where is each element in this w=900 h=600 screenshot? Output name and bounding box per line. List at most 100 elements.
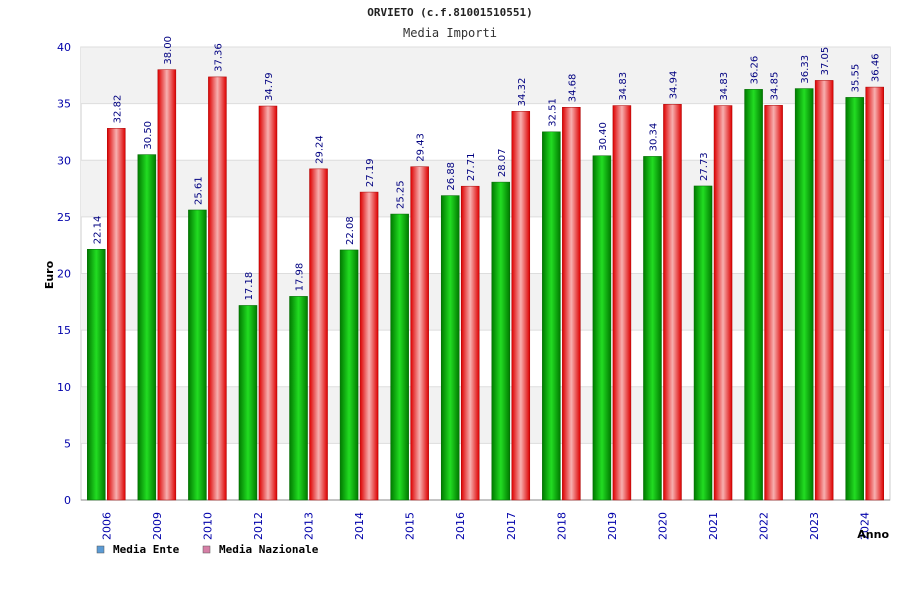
data-label: 36.26 bbox=[750, 56, 761, 85]
x-tick-label: 2012 bbox=[252, 512, 265, 540]
bar-media-nazionale bbox=[410, 166, 429, 501]
bar-media-ente bbox=[845, 97, 864, 501]
bar-media-ente bbox=[693, 185, 713, 501]
data-label: 27.73 bbox=[699, 152, 710, 181]
x-tick-label: 2023 bbox=[808, 512, 821, 540]
bar-media-nazionale bbox=[865, 86, 884, 501]
bar-media-nazionale bbox=[663, 104, 682, 501]
chart-title: ORVIETO (c.f.81001510551) bbox=[367, 6, 533, 19]
x-axis-label: Anno bbox=[857, 528, 889, 541]
data-label: 37.05 bbox=[820, 47, 831, 76]
y-tick-label: 15 bbox=[57, 324, 71, 337]
bar-media-nazionale bbox=[309, 168, 328, 501]
bar-media-ente bbox=[794, 88, 814, 501]
x-tick-label: 2016 bbox=[454, 512, 467, 540]
x-tick-label: 2015 bbox=[404, 512, 417, 540]
bar-media-nazionale bbox=[612, 105, 632, 501]
data-label: 28.07 bbox=[497, 148, 508, 177]
data-label: 17.18 bbox=[244, 272, 255, 301]
y-tick-label: 25 bbox=[57, 211, 71, 224]
x-tick-label: 2021 bbox=[707, 512, 720, 540]
data-label: 22.08 bbox=[345, 216, 356, 245]
y-axis: 0 5 10 15 20 25 30 35 40 bbox=[57, 41, 71, 507]
bar-media-nazionale bbox=[562, 106, 581, 501]
data-label: 29.24 bbox=[315, 135, 326, 164]
bar-media-ente bbox=[390, 213, 409, 501]
data-label: 29.43 bbox=[416, 133, 427, 162]
data-label: 30.50 bbox=[143, 121, 154, 150]
data-label: 32.82 bbox=[112, 95, 123, 124]
y-tick-label: 30 bbox=[57, 154, 71, 167]
x-tick-label: 2020 bbox=[656, 512, 669, 540]
chart-subtitle: Media Importi bbox=[403, 26, 497, 40]
data-label: 22.14 bbox=[92, 216, 103, 245]
bar-media-nazionale bbox=[208, 76, 227, 501]
x-tick-label: 2014 bbox=[353, 512, 366, 540]
data-label: 37.36 bbox=[213, 43, 224, 72]
data-label: 17.98 bbox=[295, 263, 306, 292]
legend-swatch-media-ente bbox=[96, 545, 105, 554]
data-label: 34.85 bbox=[770, 72, 781, 101]
bar-media-nazionale bbox=[764, 105, 783, 501]
bar-media-ente bbox=[137, 154, 157, 501]
x-tick-label: 2013 bbox=[303, 512, 316, 540]
x-tick-label: 2017 bbox=[505, 512, 518, 540]
y-tick-label: 0 bbox=[64, 494, 71, 507]
x-tick-label: 2010 bbox=[201, 512, 214, 540]
data-label: 34.68 bbox=[567, 74, 578, 103]
data-label: 25.25 bbox=[396, 180, 407, 209]
x-axis: 2006 2009 2010 2012 2013 2014 2015 2016 2017 2018… bbox=[100, 512, 871, 540]
bar-media-ente bbox=[87, 249, 106, 501]
data-label: 35.55 bbox=[851, 64, 862, 93]
data-label: 34.79 bbox=[264, 72, 275, 101]
legend-label-media-ente: Media Ente bbox=[113, 543, 180, 556]
data-label: 34.83 bbox=[719, 72, 730, 101]
bar-media-ente bbox=[238, 305, 258, 501]
bar-media-nazionale bbox=[107, 128, 126, 501]
bar-media-ente bbox=[643, 156, 662, 501]
data-label: 34.32 bbox=[517, 78, 528, 107]
legend-swatch-media-nazionale bbox=[202, 545, 211, 554]
data-label: 30.40 bbox=[598, 122, 609, 151]
y-tick-label: 20 bbox=[57, 268, 71, 281]
x-tick-label: 2019 bbox=[606, 512, 619, 540]
legend: Media Ente Media Nazionale bbox=[96, 543, 319, 556]
bar-media-ente bbox=[339, 249, 359, 501]
x-tick-label: 2006 bbox=[100, 512, 113, 540]
x-tick-label: 2024 bbox=[859, 512, 872, 540]
data-label: 36.46 bbox=[871, 53, 882, 82]
bars-group: 22.14 32.82 30.50 38.00 25.61 37.36 17.18 34.79… bbox=[87, 36, 884, 501]
bar-media-ente bbox=[289, 296, 308, 501]
x-tick-label: 2009 bbox=[151, 512, 164, 540]
data-label: 32.51 bbox=[547, 98, 558, 127]
x-tick-label: 2022 bbox=[758, 512, 771, 540]
data-label: 38.00 bbox=[163, 36, 174, 65]
bar-media-ente bbox=[188, 209, 207, 501]
data-label: 34.94 bbox=[668, 71, 679, 100]
bar-media-nazionale bbox=[511, 111, 531, 501]
bar-media-nazionale bbox=[814, 80, 834, 501]
y-tick-label: 5 bbox=[64, 437, 71, 450]
bar-media-ente bbox=[744, 89, 763, 501]
bar-media-ente bbox=[491, 181, 511, 501]
legend-label-media-nazionale: Media Nazionale bbox=[219, 543, 319, 556]
data-label: 27.19 bbox=[365, 158, 376, 187]
data-label: 25.61 bbox=[193, 176, 204, 205]
bar-media-ente bbox=[592, 155, 612, 501]
bar-media-nazionale bbox=[258, 105, 278, 501]
bar-media-nazionale bbox=[157, 69, 177, 501]
data-label: 30.34 bbox=[648, 123, 659, 152]
y-axis-label: Euro bbox=[43, 260, 56, 289]
data-label: 34.83 bbox=[618, 72, 629, 101]
y-tick-label: 40 bbox=[57, 41, 71, 54]
bar-media-ente bbox=[542, 131, 561, 501]
data-label: 26.88 bbox=[446, 162, 457, 191]
bar-media-nazionale bbox=[359, 191, 379, 501]
data-label: 36.33 bbox=[800, 55, 811, 84]
y-tick-label: 35 bbox=[57, 98, 71, 111]
y-tick-label: 10 bbox=[57, 381, 71, 394]
data-label: 27.71 bbox=[466, 153, 477, 182]
bar-media-ente bbox=[440, 195, 460, 501]
bar-media-nazionale bbox=[460, 185, 480, 501]
